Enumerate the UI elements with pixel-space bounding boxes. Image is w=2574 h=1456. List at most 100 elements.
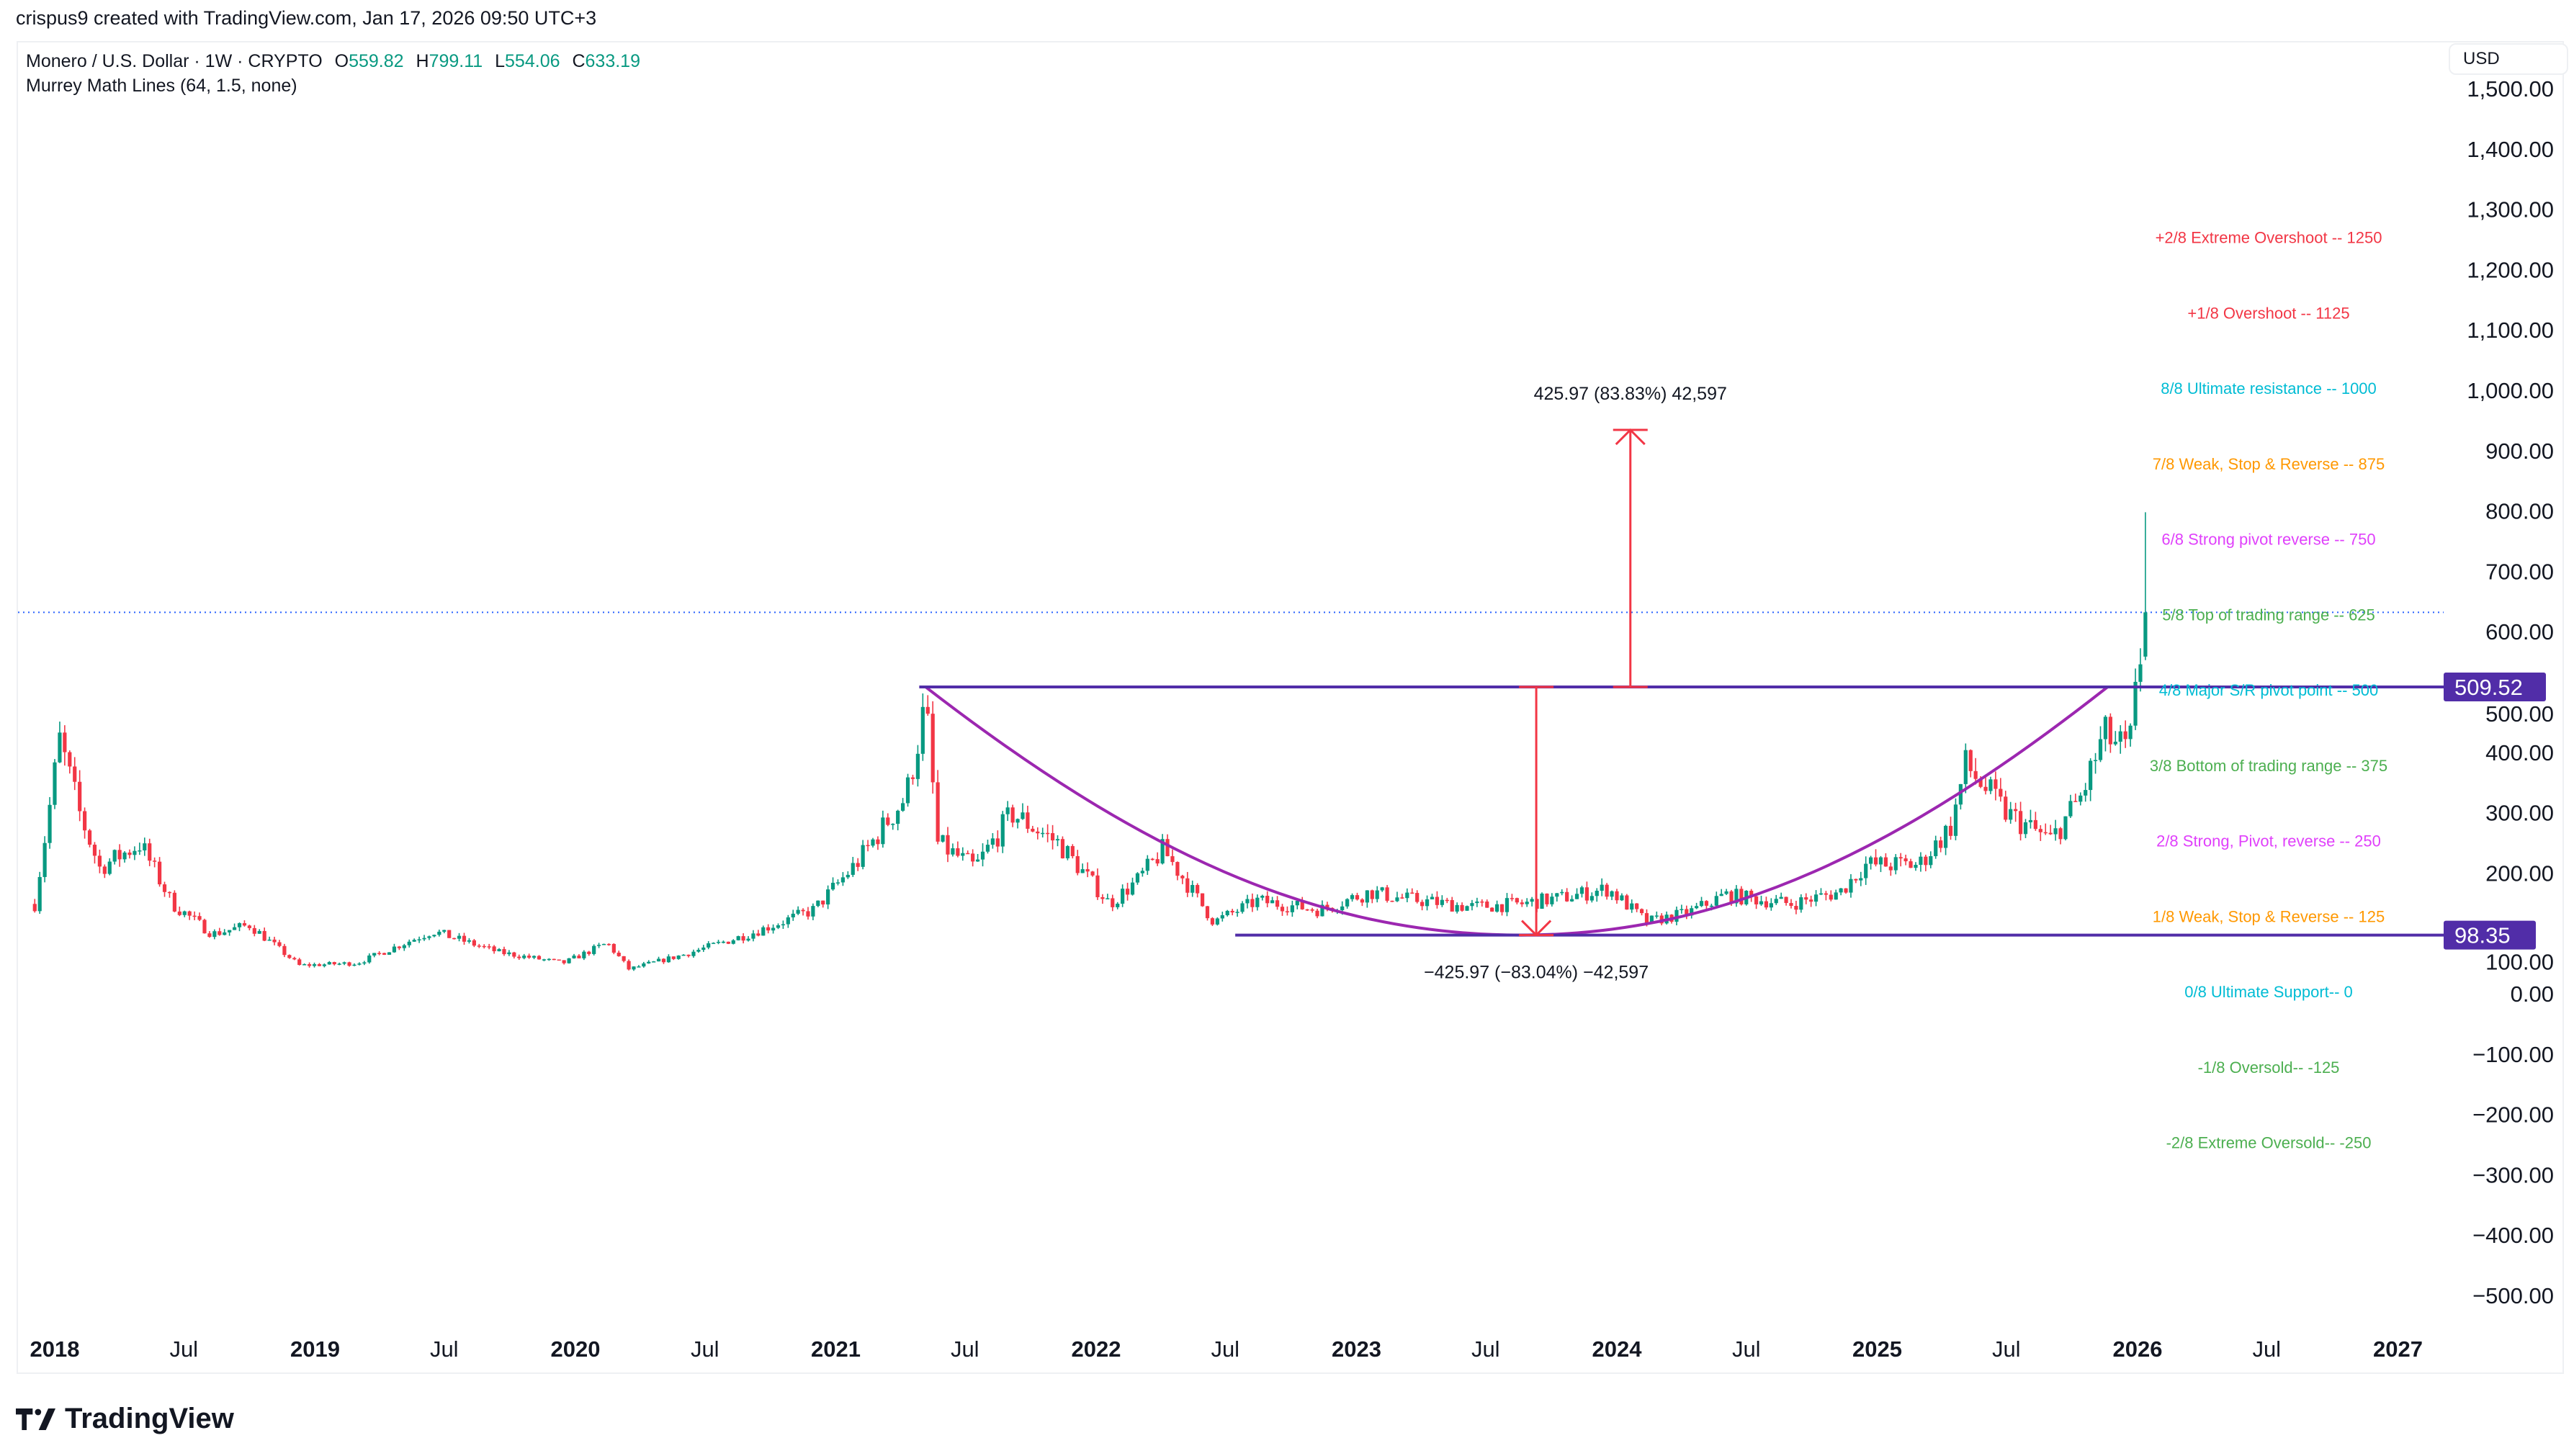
symbol-line[interactable]: Monero / U.S. Dollar · 1W · CRYPTO O559.… (26, 49, 640, 73)
tradingview-logo[interactable]: TradingView (16, 1403, 234, 1435)
candle-up (1724, 891, 1728, 894)
candle-up (1719, 894, 1723, 896)
candle-up (840, 877, 846, 883)
low-label: L (495, 51, 506, 71)
candle-down (1400, 897, 1404, 899)
candle-up (1055, 839, 1060, 841)
candle-down (1994, 779, 1998, 789)
candle-down (1704, 901, 1709, 906)
candle-down (1909, 861, 1913, 868)
candle-down (1983, 786, 1988, 791)
candle-up (990, 838, 995, 845)
y-tick-label: 1,500.00 (2467, 76, 2554, 102)
currency-button[interactable]: USD (2449, 43, 2568, 75)
candle-down (2014, 809, 2018, 812)
candle-up (1440, 899, 1444, 905)
candle-up (776, 925, 781, 928)
candle-up (48, 804, 52, 843)
candle-up (2053, 828, 2058, 835)
candle-down (616, 952, 621, 956)
y-tick-label: 400.00 (2485, 740, 2554, 765)
candle-down (332, 962, 336, 965)
candle-down (741, 936, 745, 941)
candle-up (1530, 899, 1534, 902)
x-tick-label: Jul (169, 1336, 198, 1362)
candle-up (2133, 681, 2138, 726)
candle-up (497, 949, 501, 952)
candle-down (32, 904, 37, 912)
y-tick-label: 1,300.00 (2467, 197, 2554, 223)
candle-down (272, 939, 277, 943)
candle-down (377, 953, 382, 954)
candle-down (527, 956, 532, 958)
candle-down (1948, 825, 1953, 836)
candle-up (53, 762, 57, 805)
candle-up (1021, 812, 1025, 819)
candle-down (557, 959, 561, 961)
candle-up (312, 964, 317, 966)
candle-up (2028, 819, 2033, 822)
candle-up (681, 954, 686, 956)
candle-up (1215, 918, 1219, 925)
candle-down (1305, 909, 1309, 911)
candle-down (966, 853, 970, 855)
candle-down (68, 752, 72, 767)
candle-down (127, 852, 132, 855)
x-tick-label: 2025 (1852, 1336, 1902, 1362)
candle-down (1520, 902, 1524, 904)
candle-up (2098, 739, 2103, 760)
candle-down (1754, 896, 1759, 904)
candle-up (1600, 884, 1604, 891)
candle-up (1041, 832, 1045, 835)
y-tick-label: 1,200.00 (2467, 257, 2554, 282)
candle-down (1210, 918, 1215, 925)
candle-up (1839, 888, 1843, 893)
y-tick-label: −100.00 (2472, 1042, 2554, 1067)
tradingview-logo-icon (16, 1408, 55, 1430)
candle-down (1939, 840, 1943, 848)
high-label: H (416, 51, 429, 71)
candle-up (1080, 869, 1085, 873)
murrey-level-label: 8/8 Ultimate resistance -- 1000 (2161, 379, 2377, 397)
candle-up (2118, 731, 2122, 742)
candle-down (162, 884, 167, 892)
x-tick-label: 2024 (1592, 1336, 1643, 1362)
candle-down (995, 838, 1000, 847)
candle-up (751, 933, 755, 939)
level-price-tag (2444, 673, 2546, 702)
candle-up (2068, 801, 2073, 817)
candle-down (886, 817, 890, 825)
candle-down (1625, 895, 1629, 910)
candle-up (1145, 858, 1149, 871)
candle-up (362, 962, 367, 964)
candle-up (746, 938, 750, 941)
y-tick-label: −300.00 (2472, 1162, 2554, 1187)
candle-down (806, 911, 810, 917)
y-tick-label: 100.00 (2485, 950, 2554, 975)
candle-down (1924, 856, 1928, 866)
candle-up (467, 940, 472, 942)
candle-down (1385, 887, 1389, 901)
indicator-legend[interactable]: Murrey Math Lines (64, 1.5, none) (26, 76, 297, 96)
candle-up (1695, 906, 1699, 909)
candle-down (292, 958, 297, 960)
candle-up (122, 852, 127, 860)
candle-up (891, 824, 895, 825)
candle-up (357, 963, 362, 965)
candle-down (1873, 857, 1878, 865)
candle-up (1649, 915, 1654, 924)
candle-down (1789, 903, 1793, 907)
candle-up (1779, 896, 1783, 899)
candle-up (1595, 891, 1599, 896)
candle-down (307, 964, 312, 966)
candle-down (2043, 832, 2048, 834)
candle-up (1130, 882, 1135, 895)
candle-up (642, 963, 646, 967)
candle-up (1893, 857, 1898, 871)
candle-down (1265, 895, 1270, 904)
candle-up (1525, 902, 1529, 904)
candle-up (786, 917, 790, 925)
candle-up (322, 964, 326, 966)
y-tick-label: 700.00 (2485, 559, 2554, 584)
